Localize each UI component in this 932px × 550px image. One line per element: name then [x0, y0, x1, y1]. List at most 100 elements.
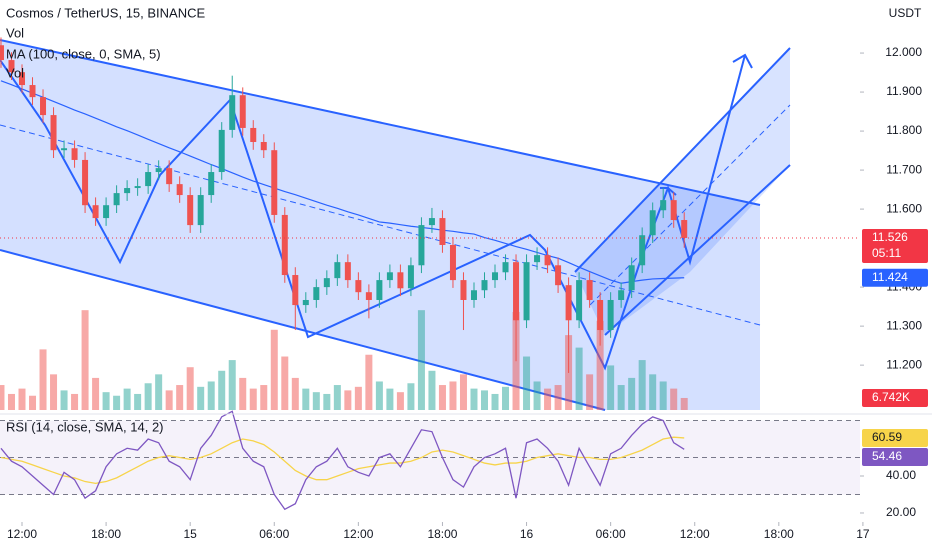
volume-label: 6.742K	[872, 390, 910, 404]
arrow-head	[732, 53, 753, 69]
drawings	[0, 39, 791, 411]
chart-title: Cosmos / TetherUS, 15, BINANCE	[6, 5, 205, 20]
x-tick-label: 12:00	[7, 527, 37, 541]
candle-body	[397, 272, 404, 289]
channel-line	[0, 39, 761, 206]
volume-bar	[18, 388, 26, 410]
candle-body	[218, 129, 225, 173]
candle-body	[292, 275, 299, 306]
volume-bar	[470, 388, 478, 410]
volume-bar	[81, 310, 89, 410]
x-tick-label: 12:00	[343, 527, 373, 541]
y-tick-label: 11.300	[886, 318, 922, 332]
candle-body	[502, 262, 509, 273]
rsi-tick-label: 40.00	[886, 468, 916, 482]
candle-body	[82, 159, 89, 206]
volume-bar	[228, 360, 236, 410]
candle-body	[344, 262, 351, 281]
volume-bar	[60, 390, 68, 410]
y-axis-label: USDT	[889, 6, 922, 20]
volume-bar	[144, 383, 152, 410]
x-tick-label: 15	[184, 527, 198, 541]
volume-bar	[39, 349, 47, 410]
volume-bar	[680, 397, 688, 410]
candle-body	[386, 272, 393, 281]
volume-bar	[260, 385, 268, 410]
volume-bar	[449, 381, 457, 410]
candle-body	[281, 214, 288, 276]
candle-body	[250, 127, 257, 142]
y-tick-label: 11.800	[886, 123, 922, 137]
candle-body	[670, 200, 677, 221]
x-tick-label: 18:00	[764, 527, 794, 541]
candle-body	[61, 148, 68, 151]
volume-bar	[407, 383, 415, 410]
legend-volume: Vol	[6, 25, 24, 40]
candle-body	[29, 85, 36, 98]
volume-bar	[596, 320, 604, 410]
volume-bar	[155, 374, 163, 410]
candle-body	[92, 205, 99, 219]
candle-body	[50, 115, 57, 151]
candle-body	[313, 287, 320, 300]
volume-bar	[7, 393, 15, 410]
volume-bar	[638, 360, 646, 410]
candle-body	[323, 278, 330, 288]
candle-body	[407, 265, 414, 289]
rsi-ma-line	[0, 436, 685, 485]
channel-midline	[0, 124, 761, 326]
legend-rsi: RSI (14, close, SMA, 14, 2)	[6, 419, 164, 434]
candle-body	[586, 280, 593, 300]
volume-bar	[554, 385, 562, 410]
volume-bar	[491, 393, 499, 410]
channel-line	[604, 164, 791, 336]
rsi-band-fill	[0, 420, 860, 495]
volume-bar	[386, 388, 394, 410]
rsi-line	[0, 410, 685, 511]
volume-bar	[176, 385, 184, 410]
volume-bar	[333, 385, 341, 410]
candle-body	[513, 262, 520, 321]
volume-bar	[281, 356, 289, 410]
candle-body	[681, 220, 688, 238]
candle-body	[176, 184, 183, 196]
x-tick-label: 17	[856, 527, 870, 541]
volume-bar	[396, 392, 404, 410]
volume-bar	[428, 370, 436, 410]
channel-line	[0, 249, 606, 411]
candle-body	[113, 193, 120, 206]
volume-bar	[544, 388, 552, 410]
candle-body	[208, 172, 215, 196]
volume-bar	[533, 381, 541, 410]
candle-body	[439, 218, 446, 245]
ma-label: 11.424	[872, 270, 908, 284]
candle-body	[355, 280, 362, 293]
candle-body	[8, 60, 15, 73]
volume-bar	[186, 367, 194, 410]
volume-bar	[302, 388, 310, 410]
rsi-badge	[862, 447, 928, 466]
rsi-ma-badge	[862, 428, 928, 447]
volume-bar	[617, 385, 625, 410]
volume-bar	[659, 381, 667, 410]
candle-body	[187, 195, 194, 226]
channel-line	[574, 47, 791, 273]
x-tick-label: 06:00	[596, 527, 626, 541]
channel-midline	[589, 104, 791, 306]
volume-bar	[165, 390, 173, 410]
candle-body	[334, 262, 341, 279]
candle-body	[197, 195, 204, 226]
volume-bar	[0, 385, 5, 410]
volume-bar	[323, 393, 331, 410]
candle-body	[597, 299, 604, 331]
candle-body	[166, 168, 173, 185]
volume-bar	[197, 386, 205, 410]
candle-body	[376, 280, 383, 300]
last-price-label: 11.526	[872, 230, 908, 244]
x-tick-label: 12:00	[680, 527, 710, 541]
candle-body	[155, 168, 162, 173]
candle-body	[639, 235, 646, 266]
x-tick-label: 18:00	[427, 527, 457, 541]
x-tick-label: 06:00	[259, 527, 289, 541]
